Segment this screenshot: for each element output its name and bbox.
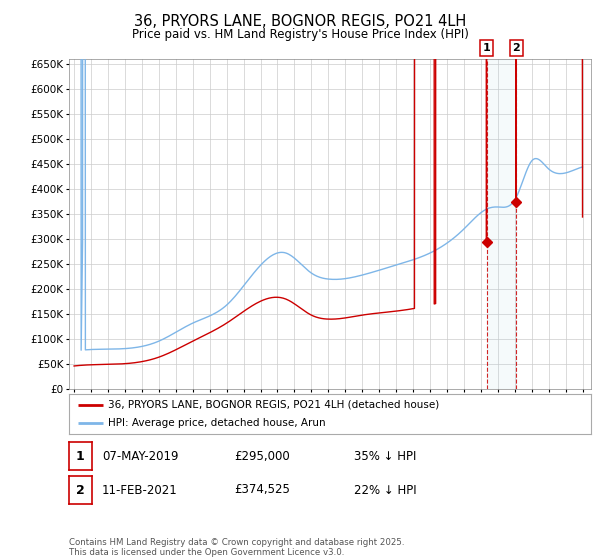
Text: 35% ↓ HPI: 35% ↓ HPI	[354, 450, 416, 463]
Text: £374,525: £374,525	[234, 483, 290, 497]
Text: Contains HM Land Registry data © Crown copyright and database right 2025.
This d: Contains HM Land Registry data © Crown c…	[69, 538, 404, 557]
Text: 2: 2	[512, 43, 520, 53]
Text: 1: 1	[483, 43, 491, 53]
Text: HPI: Average price, detached house, Arun: HPI: Average price, detached house, Arun	[108, 418, 326, 428]
Text: 36, PRYORS LANE, BOGNOR REGIS, PO21 4LH: 36, PRYORS LANE, BOGNOR REGIS, PO21 4LH	[134, 14, 466, 29]
Text: 36, PRYORS LANE, BOGNOR REGIS, PO21 4LH (detached house): 36, PRYORS LANE, BOGNOR REGIS, PO21 4LH …	[108, 400, 439, 409]
Text: 2: 2	[76, 483, 85, 497]
Text: 22% ↓ HPI: 22% ↓ HPI	[354, 483, 416, 497]
Text: 1: 1	[76, 450, 85, 463]
Text: 07-MAY-2019: 07-MAY-2019	[102, 450, 179, 463]
Text: £295,000: £295,000	[234, 450, 290, 463]
Text: Price paid vs. HM Land Registry's House Price Index (HPI): Price paid vs. HM Land Registry's House …	[131, 28, 469, 41]
Bar	[487, 59, 517, 389]
Text: 11-FEB-2021: 11-FEB-2021	[102, 483, 178, 497]
